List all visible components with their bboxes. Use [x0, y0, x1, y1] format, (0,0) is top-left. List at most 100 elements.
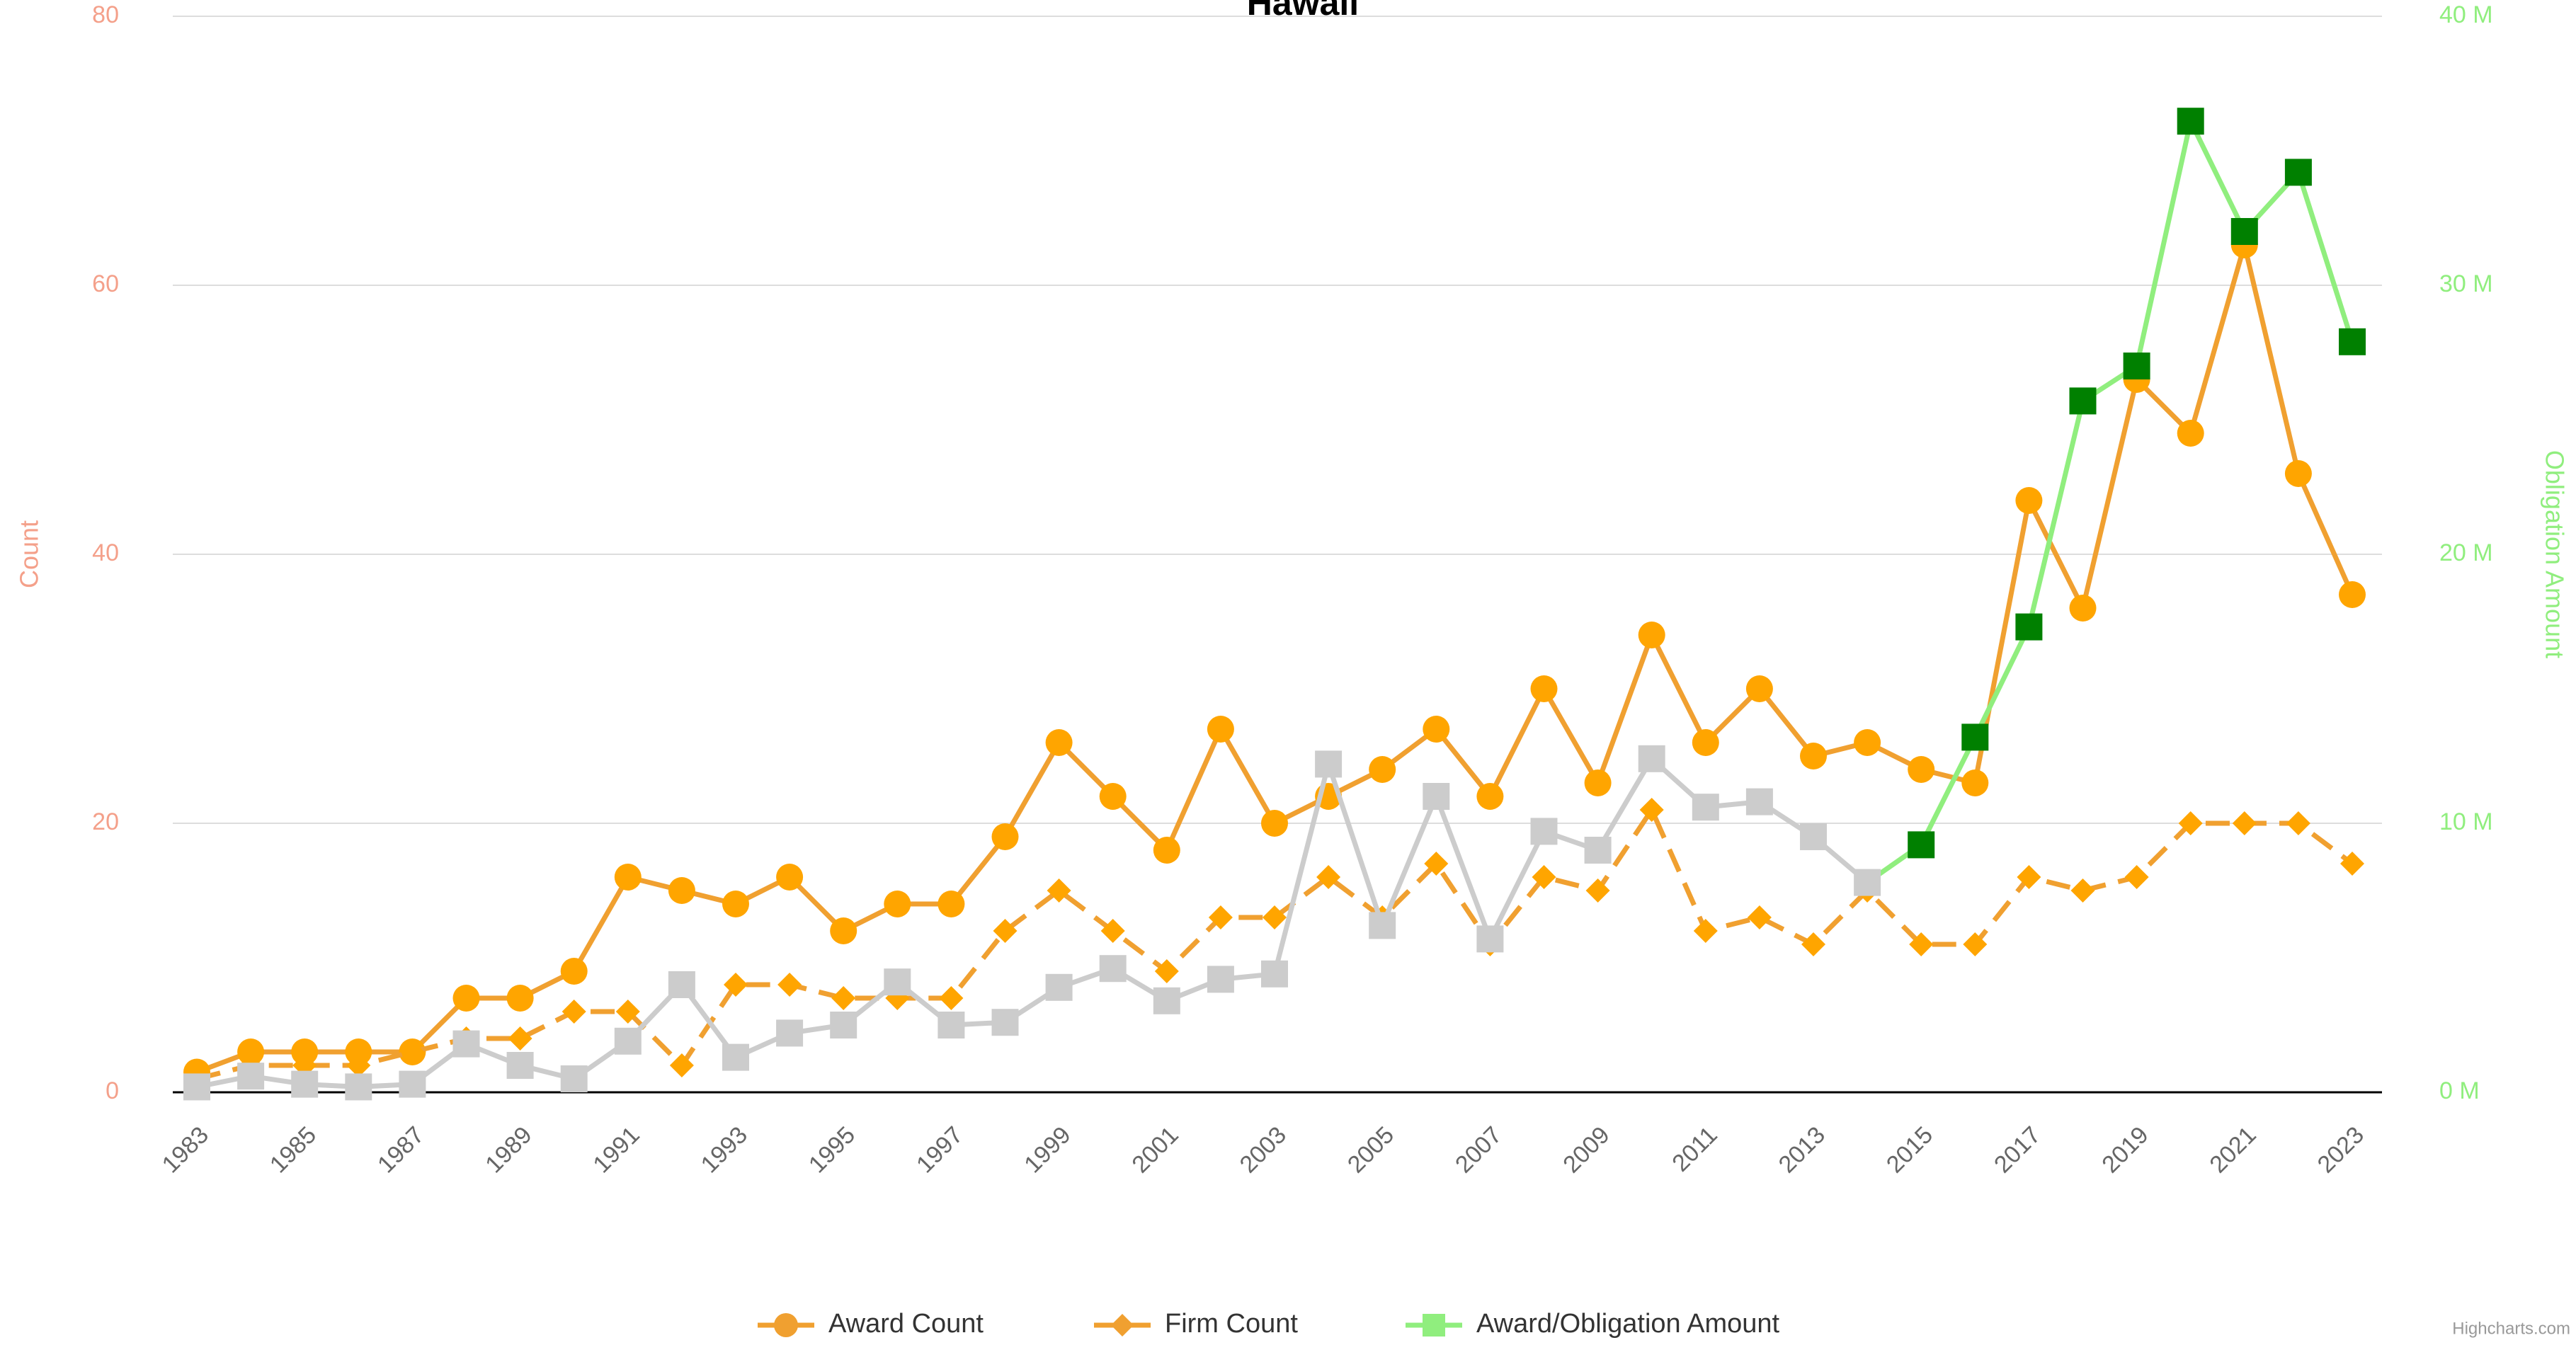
series-line [1866, 118, 2355, 885]
x-tick-label: 1987 [372, 1121, 429, 1178]
x-tick-label: 2003 [1235, 1121, 1292, 1178]
legend-label[interactable]: Award Count [828, 1309, 984, 1339]
point [615, 1000, 640, 1024]
point [830, 1012, 857, 1038]
point [831, 986, 856, 1010]
point [614, 1027, 642, 1055]
point [1693, 919, 1718, 943]
legend-label[interactable]: Firm Count [1165, 1309, 1298, 1339]
point [291, 1038, 319, 1065]
point [2069, 387, 2097, 415]
x-tick-label: 1993 [696, 1121, 753, 1178]
point [1476, 925, 1504, 953]
point [1638, 745, 1665, 772]
series-line [195, 242, 2355, 1075]
point [2230, 218, 2258, 245]
series-line [196, 807, 2354, 1082]
point [939, 986, 964, 1010]
point [560, 1065, 588, 1092]
point [2124, 865, 2149, 889]
point [2340, 852, 2364, 876]
point [345, 1073, 372, 1101]
point [2339, 581, 2366, 608]
point [237, 1038, 265, 1065]
point [991, 823, 1019, 850]
point [508, 1026, 532, 1051]
legend-marker[interactable] [774, 1313, 798, 1337]
y2-tick-label: 20 M [2439, 539, 2493, 566]
point [1692, 729, 1719, 756]
x-tick-label: 2015 [1881, 1121, 1938, 1178]
point [1100, 919, 1125, 943]
point [668, 877, 695, 904]
point [1854, 729, 1881, 756]
x-tick-label: 1991 [588, 1121, 644, 1178]
x-tick-label: 2007 [1450, 1121, 1507, 1178]
x-tick-label: 2011 [1667, 1121, 1723, 1177]
point [1961, 769, 1989, 796]
point [830, 917, 857, 944]
point [345, 1038, 372, 1065]
point [2286, 811, 2310, 835]
point [1207, 966, 1234, 993]
point [1908, 831, 1935, 859]
y2-tick-label: 30 M [2439, 270, 2493, 297]
series-line [196, 756, 1869, 1089]
point [1530, 818, 1558, 845]
point [884, 891, 911, 917]
point [2177, 108, 2204, 135]
point [1099, 783, 1127, 810]
point [724, 973, 748, 997]
point [2284, 460, 2312, 487]
point [1154, 959, 1179, 983]
x-tick-label: 1983 [157, 1121, 214, 1178]
y2-tick-label: 0 M [2439, 1077, 2480, 1104]
point [1424, 852, 1449, 876]
point [291, 1070, 319, 1098]
point [884, 968, 911, 996]
point [1207, 716, 1234, 743]
point [776, 1019, 804, 1047]
point [1585, 878, 1610, 903]
x-tick-label: 2005 [1343, 1121, 1399, 1178]
x-tick-label: 1989 [480, 1121, 537, 1178]
point [937, 891, 965, 917]
legend-marker[interactable] [1423, 1314, 1445, 1337]
point [1315, 750, 1343, 778]
point [506, 1052, 534, 1079]
point [993, 919, 1018, 943]
point [2015, 613, 2043, 641]
point [1532, 865, 1556, 889]
point [183, 1073, 210, 1101]
point [1045, 729, 1073, 756]
point [777, 973, 802, 997]
x-tick-label: 1985 [265, 1121, 321, 1178]
legend-marker[interactable] [1111, 1314, 1134, 1337]
point [1316, 865, 1341, 889]
point [1423, 716, 1450, 743]
point [1909, 932, 1934, 956]
point [2284, 159, 2312, 186]
point [669, 1053, 694, 1077]
point [2339, 328, 2366, 355]
point [1639, 798, 1664, 822]
point [2017, 865, 2041, 889]
chart-title: Hawaii [1247, 0, 1359, 23]
point [1369, 756, 1396, 783]
point [1747, 905, 1772, 929]
legend-label[interactable]: Award/Obligation Amount [1476, 1309, 1780, 1339]
x-tick-label: 2009 [1558, 1121, 1614, 1178]
point [399, 1070, 426, 1098]
x-tick-label: 1999 [1019, 1121, 1076, 1178]
point [1692, 794, 1719, 821]
point [1638, 622, 1665, 648]
point [400, 1040, 425, 1064]
point [1153, 837, 1180, 864]
point [1745, 675, 1773, 702]
point [1045, 973, 1073, 1001]
x-tick-label: 2001 [1127, 1121, 1183, 1178]
y2-axis-title: Obligation Amount [2540, 450, 2569, 658]
point [560, 958, 588, 985]
point [562, 1000, 586, 1024]
